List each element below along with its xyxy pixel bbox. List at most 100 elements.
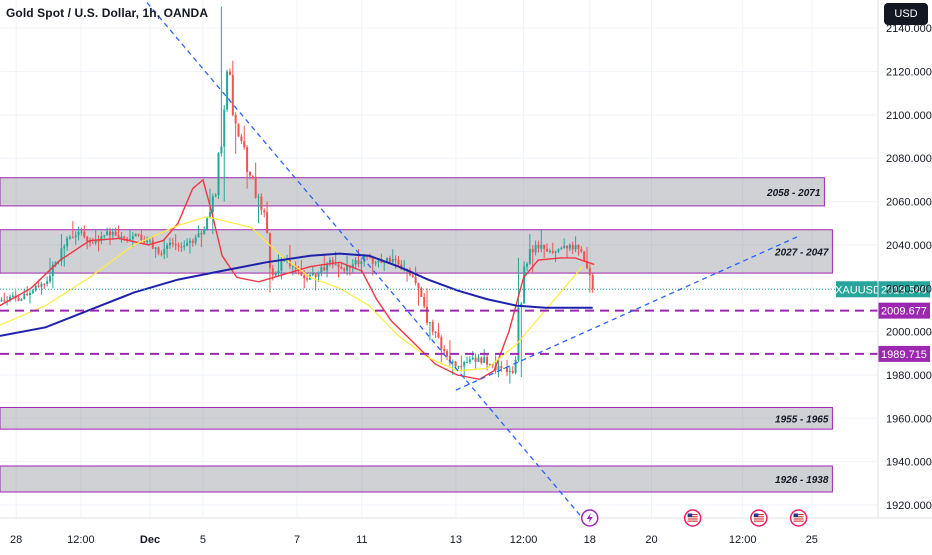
candle-body [3, 300, 6, 302]
candle-body [248, 171, 251, 176]
zone-label: 1955 - 1965 [775, 414, 829, 425]
candle-body [357, 260, 360, 265]
candle-body [394, 259, 397, 261]
candle-body [271, 268, 274, 276]
us-flag-icon-stripe [753, 518, 764, 520]
candle-body [77, 231, 80, 236]
us-flag-icon-stripe [687, 516, 698, 518]
x-tick-label: 12:00 [67, 534, 95, 546]
zone-label: 2027 - 2047 [774, 247, 829, 258]
candle-body [437, 332, 440, 338]
candle-body [360, 261, 363, 265]
x-tick-label: 5 [200, 534, 206, 546]
candle-body [363, 255, 366, 262]
candle-body [274, 273, 277, 276]
candle-body [554, 251, 557, 253]
candle-body [546, 248, 549, 252]
us-flag-icon-ring [750, 509, 768, 527]
candle-body [211, 196, 214, 212]
candle-body [114, 231, 117, 236]
candle-body [277, 270, 280, 274]
candle-body [20, 299, 23, 301]
y-tick-label: 1980.000 [886, 370, 932, 382]
candle-body [466, 361, 469, 363]
candle-body [448, 355, 451, 363]
candle-body [100, 236, 103, 241]
candle-body [203, 229, 206, 234]
candle-body [560, 248, 563, 250]
candle-body [283, 260, 286, 262]
candle-body [580, 248, 583, 252]
candle-body [17, 298, 20, 301]
candle-body [340, 266, 343, 269]
candle-body [480, 357, 483, 363]
candle-body [106, 231, 109, 236]
candle-body [243, 140, 246, 148]
us-flag-icon [789, 509, 808, 527]
candle-body [186, 242, 189, 246]
zone-box [0, 465, 833, 493]
candle-body [66, 238, 69, 247]
candle-body [540, 244, 543, 249]
candle-body [168, 242, 171, 246]
candle-body [371, 257, 374, 264]
candle-body [400, 264, 403, 270]
candle-body [83, 231, 86, 237]
candle-body [334, 264, 337, 266]
candle-body [508, 371, 511, 373]
candle-body [86, 236, 89, 242]
y-tick-label: 2120.000 [886, 67, 932, 79]
candle-body [263, 210, 266, 213]
candle-body [146, 240, 149, 243]
zone-label: 1926 - 1938 [775, 475, 829, 486]
candle-body [346, 265, 349, 271]
candle-body [326, 263, 329, 271]
us-flag-icon-canton [793, 513, 799, 517]
candle-body [217, 153, 220, 196]
currency-button[interactable]: USD [884, 3, 928, 25]
candle-body [526, 263, 529, 267]
candle-body [143, 239, 146, 243]
candle-body [126, 238, 129, 241]
candle-body [420, 287, 423, 297]
candle-body [563, 245, 566, 249]
chart-title: Gold Spot / U.S. Dollar, 1h, OANDA [6, 6, 209, 20]
level-tag-label: 2009.677 [881, 306, 927, 318]
trendlines-layer [143, 0, 799, 519]
candle-body [257, 196, 260, 198]
candle-body [183, 245, 186, 248]
candle-body [351, 264, 354, 268]
candle-body [443, 348, 446, 352]
candle-body [577, 245, 580, 249]
candle-body [377, 260, 380, 263]
candle-body [94, 240, 97, 243]
zone-box [0, 177, 825, 207]
candle-body [303, 275, 306, 279]
candle-body [88, 241, 91, 243]
level-tag-label: 1989.715 [881, 349, 927, 361]
candle-body [486, 357, 489, 365]
candle-body [28, 293, 31, 296]
y-tick-label: 2080.000 [886, 153, 932, 165]
candle-body [423, 296, 426, 307]
candle-body [231, 74, 234, 116]
y-tick-label: 2040.000 [886, 240, 932, 252]
candle-body [63, 246, 66, 249]
candle-body [417, 282, 420, 288]
candle-body [491, 364, 494, 366]
candle-body [591, 275, 594, 290]
us-flag-icon [683, 509, 702, 527]
candle-body [171, 242, 174, 244]
candle-body [154, 247, 157, 249]
x-tick-label: 11 [356, 534, 367, 546]
y-tick-label: 1960.000 [886, 413, 932, 425]
zone-box [0, 406, 833, 430]
candle-body [43, 283, 46, 285]
candle-body [151, 240, 154, 249]
candle-body [260, 196, 263, 211]
candle-body [583, 251, 586, 262]
candle-body [440, 337, 443, 349]
